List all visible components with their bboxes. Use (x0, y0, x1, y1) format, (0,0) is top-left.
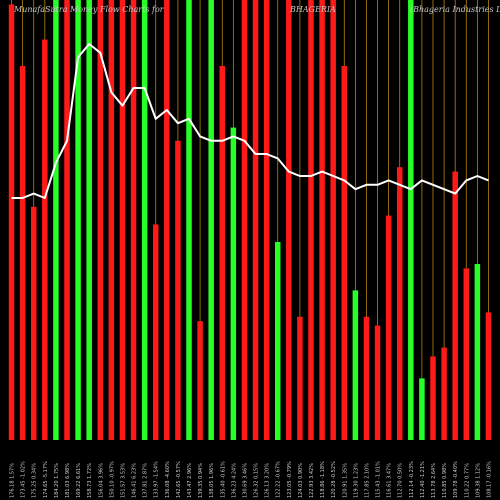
x-tick-label: 118.86 -1.18% (320, 461, 326, 498)
x-tick-label: 126.32 0.15% (254, 463, 260, 498)
x-tick-label: 126.13 3.20% (265, 463, 271, 498)
volume-bars (8, 0, 492, 441)
volume-bar-down (252, 0, 259, 440)
x-tick-label: 138.05 1.96% (209, 463, 215, 498)
x-tick-label: 112.70 0.50% (398, 463, 404, 498)
x-tick-label: 124.03 0.90% (298, 463, 304, 498)
x-tick-label: 119.30 1.23% (353, 463, 359, 498)
volume-bar-down (8, 4, 15, 441)
volume-bar-down (263, 0, 270, 440)
x-tick-label: 120.28 -0.52% (331, 461, 337, 498)
volume-bar-down (374, 325, 381, 440)
x-tick-label: 135.40 -0.61% (220, 461, 226, 498)
x-tick-label: 122.93 3.42% (309, 463, 315, 498)
x-tick-label: 184.20 1.75% (54, 463, 60, 498)
volume-bar-down (430, 356, 436, 440)
volume-bar-up (53, 0, 59, 440)
volume-bar-down (64, 0, 70, 440)
volume-bar-down (341, 66, 348, 440)
x-tick-label: 120.91 1.35% (342, 463, 348, 498)
volume-bar-up (352, 290, 359, 440)
volume-bar-up (141, 0, 148, 440)
volume-bar-down (441, 347, 447, 440)
volume-bar-down (452, 171, 458, 440)
x-tick-label: 109.78 -0.40% (453, 461, 459, 498)
volume-bar-down (485, 312, 492, 440)
volume-bar-down (175, 140, 181, 441)
x-tick-label: 136.23 4.24% (231, 463, 237, 498)
volume-bar-down (330, 0, 336, 440)
x-tick-label: 122.22 -0.67% (276, 461, 282, 498)
x-tick-label: 137.81 2.87% (143, 463, 149, 498)
volume-bar-down (308, 0, 314, 440)
volume-bar-down (164, 0, 170, 440)
x-tick-label: 112.40 -1.21% (420, 461, 426, 498)
chart-header-left: MunafaSutra Money Flow Charts for (13, 5, 165, 14)
volume-bar-down (97, 0, 104, 440)
x-tick-label: 151.57 3.53% (120, 463, 126, 498)
x-tick-label: 142.65 -0.57% (176, 461, 182, 498)
x-tick-label: 175.25 0.34% (32, 463, 38, 498)
x-tick-label: 176.18 1.57% (10, 463, 16, 498)
volume-bar-down (286, 0, 292, 440)
volume-bar-down (30, 206, 37, 440)
x-tick-label: 130.69 3.46% (242, 463, 248, 498)
volume-bar-up (230, 127, 237, 440)
volume-bar-down (130, 0, 137, 440)
x-tick-label: 123.05 -0.79% (287, 461, 293, 498)
volume-bar-up (75, 0, 81, 440)
volume-bar-down (396, 167, 403, 440)
x-tick-label: 109.38 1.12% (475, 463, 481, 498)
volume-bar-down (197, 321, 203, 440)
x-tick-label: 136.08 -4.60% (165, 461, 171, 498)
volume-bar-down (297, 316, 303, 440)
x-tick-label: 108.17 -0.16% (486, 461, 492, 498)
x-tick-label: 158.73 1.72% (87, 463, 93, 498)
x-tick-label: 150.10 -0.97% (109, 461, 115, 498)
x-tick-label: 116.61 3.47% (387, 463, 393, 498)
volume-bar-down (119, 0, 126, 440)
volume-bar-up (474, 264, 481, 440)
volume-bar-down (19, 66, 26, 440)
x-tick-label: 146.41 6.23% (132, 463, 138, 498)
x-tick-label: 115.43 -1.01% (376, 461, 382, 498)
volume-bar-up (208, 0, 214, 440)
x-tick-label: 110.22 0.77% (464, 463, 470, 498)
volume-bar-down (385, 215, 392, 440)
chart-header-company: (Bhageria Industries Ltd) (410, 5, 500, 14)
x-tick-label: 110.85 0.98% (442, 463, 448, 498)
x-tick-label: 139.35 0.94% (198, 463, 204, 498)
x-tick-label: 113.78 2.64% (431, 463, 437, 498)
volume-bar-down (42, 39, 48, 440)
x-tick-label: 112.14 -0.23% (409, 461, 415, 498)
x-tick-label: 143.47 2.96% (187, 463, 193, 498)
volume-bar-down (463, 268, 470, 440)
x-tick-label: 133.97 -1.54% (154, 461, 160, 498)
x-tick-label: 181.03 6.98% (65, 463, 71, 498)
x-tick-label: 173.45 -1.02% (21, 461, 27, 498)
volume-bar-up (86, 0, 92, 440)
volume-bar-down (319, 0, 325, 440)
x-axis-tick-labels: 176.18 1.57% 173.45 -1.02% 175.25 0.34% 174… (10, 461, 493, 498)
x-tick-label: 174.65 -5.17% (43, 461, 49, 498)
volume-bar-down (241, 0, 248, 440)
volume-bar-up (186, 0, 192, 440)
x-tick-label: 117.85 2.10% (364, 463, 370, 498)
chart-header-symbol: BHAGERIA (289, 5, 336, 14)
volume-bar-up (408, 0, 414, 440)
volume-bar-up (419, 378, 425, 440)
volume-bar-up (274, 242, 281, 440)
volume-bar-down (108, 0, 115, 440)
price-line (11, 43, 489, 199)
volume-bar-down (363, 316, 370, 440)
volume-bar-down (152, 224, 159, 440)
x-tick-label: 169.22 6.61% (76, 463, 82, 498)
volume-bar-down (219, 66, 226, 440)
x-tick-label: 156.04 3.96% (98, 463, 104, 498)
